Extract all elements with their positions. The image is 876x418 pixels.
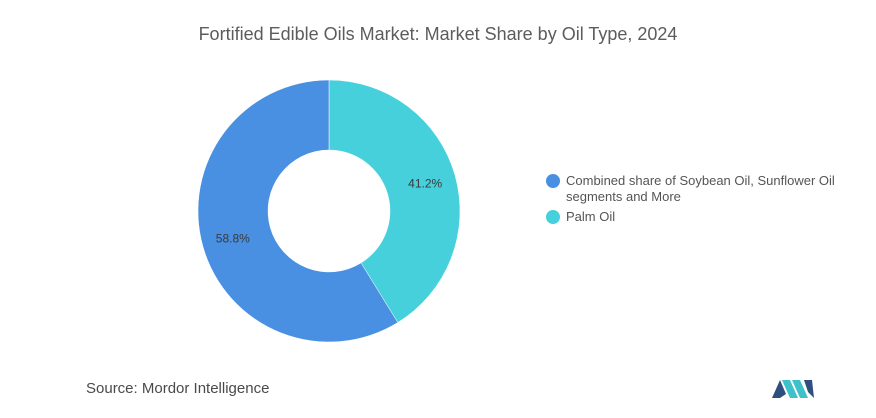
donut-slice [197, 79, 399, 343]
slice-labels: 41.2% 58.8% [216, 177, 443, 246]
legend-item: Combined share of Soybean Oil, Sunflower… [546, 173, 846, 205]
chart-title: Fortified Edible Oils Market: Market Sha… [198, 24, 678, 44]
donut-slices [197, 79, 461, 343]
legend-item: Palm Oil [546, 209, 846, 225]
donut-slice [328, 79, 461, 323]
legend-swatch [546, 210, 560, 224]
source-note: Source: Mordor Intelligence [86, 380, 270, 397]
legend-swatch [546, 174, 560, 188]
mordor-intelligence-logo [770, 374, 816, 405]
slice-value-label: 58.8% [216, 231, 250, 245]
slice-value-label: 41.2% [408, 177, 442, 191]
legend-label: Combined share of Soybean Oil, Sunflower… [566, 173, 835, 204]
legend-label: Palm Oil [566, 209, 616, 224]
chart-legend: Combined share of Soybean Oil, Sunflower… [546, 173, 846, 229]
